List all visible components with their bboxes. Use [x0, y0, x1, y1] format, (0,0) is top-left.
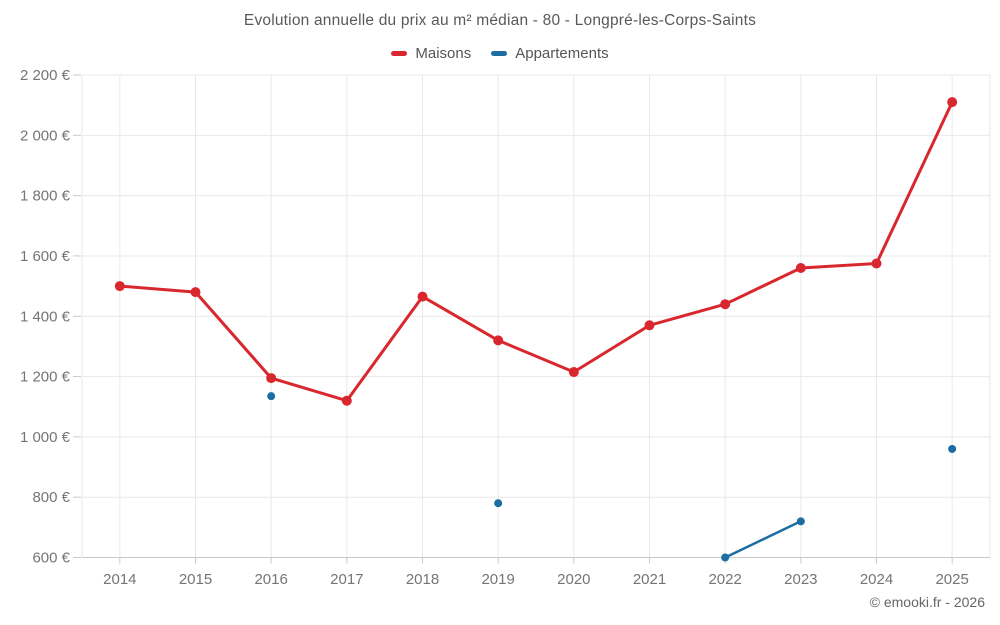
x-axis-tick-label: 2024: [860, 571, 893, 588]
x-axis-tick-label: 2023: [784, 571, 817, 588]
data-point-maisons-2014[interactable]: [114, 281, 125, 292]
y-axis-tick-label: 1 000 €: [20, 429, 71, 446]
data-point-maisons-2021[interactable]: [644, 320, 655, 331]
y-axis-tick-label: 2 000 €: [20, 127, 71, 144]
legend: Maisons Appartements: [0, 45, 1000, 62]
y-axis-tick-label: 800 €: [32, 489, 70, 506]
data-point-maisons-2018[interactable]: [417, 291, 428, 302]
data-point-maisons-2020[interactable]: [568, 367, 579, 378]
legend-item-maisons[interactable]: Maisons: [391, 45, 471, 62]
x-axis-tick-label: 2022: [708, 571, 741, 588]
data-point-maisons-2022[interactable]: [720, 299, 731, 310]
data-point-appartements-2025[interactable]: [948, 444, 957, 453]
footer-credit: © emooki.fr - 2026: [869, 594, 985, 610]
y-axis-tick-label: 1 600 €: [20, 248, 71, 265]
y-axis-tick-label: 1 200 €: [20, 369, 71, 386]
data-point-appartements-2016[interactable]: [267, 392, 276, 401]
data-point-maisons-2015[interactable]: [190, 287, 201, 298]
series-line-appartements: [723, 520, 803, 559]
legend-item-appartements[interactable]: Appartements: [491, 45, 609, 62]
data-point-maisons-2023[interactable]: [795, 263, 806, 273]
x-axis-tick-label: 2018: [406, 571, 439, 588]
x-axis-tick-label: 2016: [254, 571, 287, 588]
legend-swatch-appartements: [491, 51, 508, 56]
legend-label: Appartements: [515, 45, 609, 62]
data-point-maisons-2019[interactable]: [493, 335, 504, 346]
legend-swatch-maisons: [391, 51, 408, 56]
data-point-appartements-2019[interactable]: [494, 499, 503, 508]
y-axis-tick-label: 1 400 €: [20, 308, 71, 325]
data-point-appartements-2022[interactable]: [721, 553, 730, 562]
x-axis-tick-label: 2020: [557, 571, 590, 588]
data-point-maisons-2024[interactable]: [871, 258, 882, 269]
series-line-maisons: [118, 100, 954, 403]
data-point-appartements-2023[interactable]: [796, 517, 805, 526]
x-axis-tick-label: 2017: [330, 571, 363, 588]
x-axis-tick-label: 2019: [481, 571, 514, 588]
y-axis-tick-label: 2 200 €: [20, 67, 71, 84]
y-axis-tick-label: 600 €: [32, 550, 70, 567]
y-axis-tick-label: 1 800 €: [20, 188, 71, 205]
x-axis-tick-label: 2025: [935, 571, 968, 588]
chart-title: Evolution annuelle du prix au m² médian …: [243, 12, 757, 29]
data-point-maisons-2025[interactable]: [947, 97, 958, 108]
x-axis-tick-label: 2021: [633, 571, 666, 588]
data-point-maisons-2016[interactable]: [266, 373, 277, 384]
x-axis-tick-label: 2015: [179, 571, 212, 588]
x-axis-tick-label: 2014: [103, 571, 136, 588]
data-point-maisons-2017[interactable]: [341, 395, 352, 406]
legend-label: Maisons: [415, 45, 472, 62]
